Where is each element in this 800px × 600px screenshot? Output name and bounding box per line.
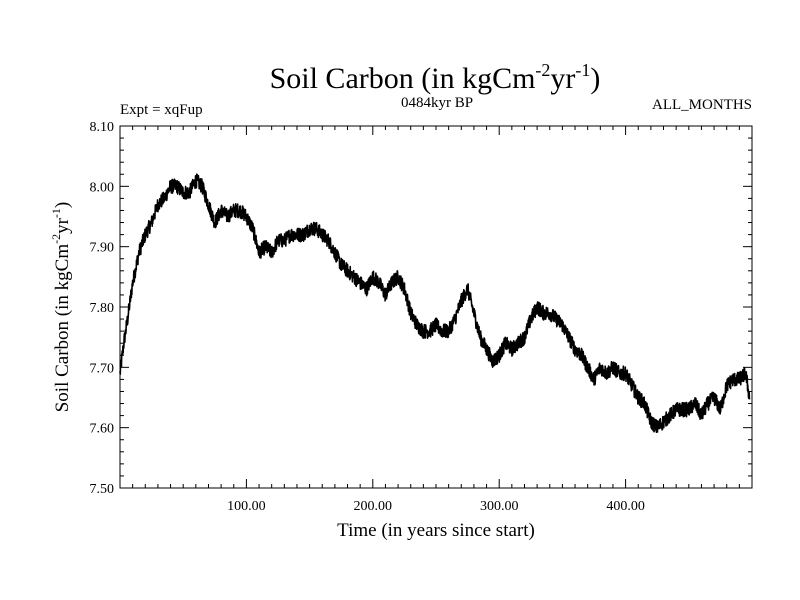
series-layer: [119, 173, 751, 433]
y-tick-label: 7.50: [90, 482, 115, 497]
y-axis-ticks: 7.50 7.60 7.70 7.80 7.90 8.00 8.10: [90, 120, 752, 497]
plot-frame: [119, 125, 753, 489]
x-tick-label: 400.00: [606, 499, 645, 514]
x-axis-ticks: 100.00 200.00 300.00 400.00: [132, 126, 740, 514]
x-tick-label: 100.00: [227, 499, 266, 514]
y-tick-label: 8.00: [90, 180, 115, 195]
x-tick-label: 200.00: [354, 499, 393, 514]
x-tick-label: 300.00: [480, 499, 519, 514]
series-line: [119, 173, 751, 433]
y-tick-label: 7.80: [90, 301, 115, 316]
y-axis-label: Soil Carbon (in kgCm-2yr-1): [49, 202, 73, 413]
chart-title: Soil Carbon (in kgCm-2yr-1): [270, 60, 601, 95]
period-label: 0484kyr BP: [401, 95, 473, 111]
months-label: ALL_MONTHS: [652, 97, 752, 113]
y-tick-label: 7.60: [90, 422, 115, 437]
y-tick-label: 8.10: [90, 120, 115, 135]
y-tick-label: 7.90: [90, 241, 115, 256]
expt-label: Expt = xqFup: [120, 102, 203, 118]
y-tick-label: 7.70: [90, 361, 115, 376]
x-axis-label: Time (in years since start): [337, 520, 535, 541]
